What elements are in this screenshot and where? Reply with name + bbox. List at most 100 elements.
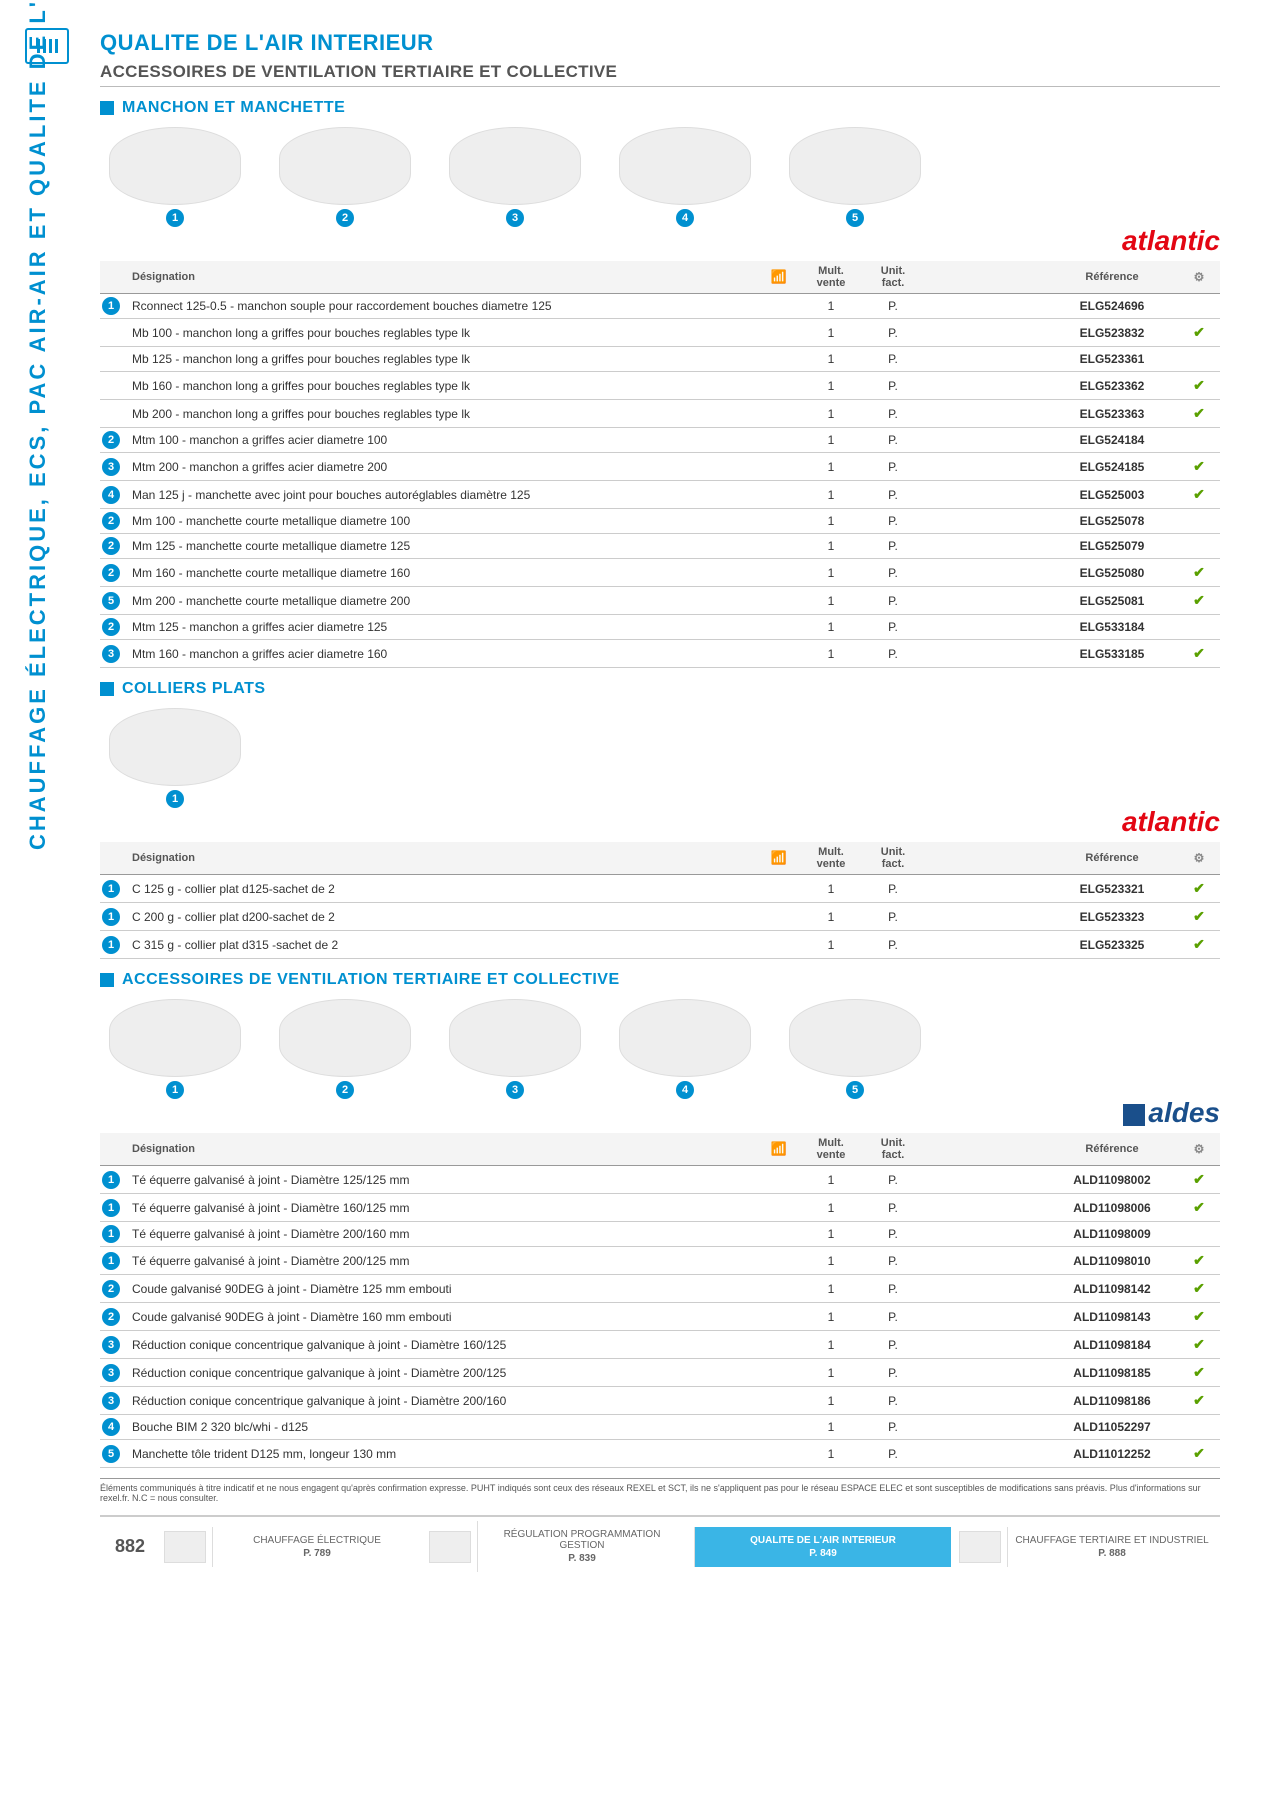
cell-mult: 1 xyxy=(800,615,862,640)
table-row: Mb 160 - manchon long a griffes pour bou… xyxy=(100,372,1220,400)
col-designation: Désignation xyxy=(126,842,758,875)
col-unit-fact: Unit. fact. xyxy=(862,1133,924,1166)
cell-reference: ELG524184 xyxy=(1046,428,1178,453)
cell-mult: 1 xyxy=(800,587,862,615)
table-row: 3Mtm 160 - manchon a griffes acier diame… xyxy=(100,640,1220,668)
cell-designation: Mm 125 - manchette courte metallique dia… xyxy=(126,534,758,559)
cell-designation: Mm 200 - manchette courte metallique dia… xyxy=(126,587,758,615)
cell-reference: ALD11098143 xyxy=(1046,1303,1178,1331)
cell-reference: ELG524696 xyxy=(1046,294,1178,319)
table-row: 1Té équerre galvanisé à joint - Diamètre… xyxy=(100,1166,1220,1194)
check-icon: ✔ xyxy=(1193,377,1205,393)
footer-nav-item[interactable]: QUALITE DE L'AIR INTERIEURP. 849 xyxy=(690,1517,955,1576)
col-reference: Référence xyxy=(1046,842,1178,875)
image-number-badge: 4 xyxy=(676,209,694,227)
cell-designation: C 315 g - collier plat d315 -sachet de 2 xyxy=(126,931,758,959)
cell-reference: ALD11098142 xyxy=(1046,1275,1178,1303)
cell-mult: 1 xyxy=(800,294,862,319)
footer-nav: 882 CHAUFFAGE ÉLECTRIQUEP. 789RÉGULATION… xyxy=(100,1515,1220,1576)
cell-reference: ALD11052297 xyxy=(1046,1415,1178,1440)
row-number-badge: 2 xyxy=(102,618,120,636)
row-number-badge: 2 xyxy=(102,564,120,582)
check-icon: ✔ xyxy=(1193,1171,1205,1187)
col-designation: Désignation xyxy=(126,261,758,294)
product-image: 3 xyxy=(440,127,590,227)
cell-mult: 1 xyxy=(800,1359,862,1387)
cell-unit: P. xyxy=(862,903,924,931)
brand-logo: aldes xyxy=(100,1097,1220,1129)
cell-mult: 1 xyxy=(800,1247,862,1275)
cell-reference: ELG523361 xyxy=(1046,347,1178,372)
check-icon: ✔ xyxy=(1193,405,1205,421)
cell-reference: ELG523362 xyxy=(1046,372,1178,400)
cell-reference: ELG523832 xyxy=(1046,319,1178,347)
cell-reference: ELG525078 xyxy=(1046,509,1178,534)
footer-nav-item[interactable]: CHAUFFAGE TERTIAIRE ET INDUSTRIELP. 888 xyxy=(955,1517,1220,1576)
image-number-badge: 3 xyxy=(506,209,524,227)
cell-unit: P. xyxy=(862,319,924,347)
check-icon: ✔ xyxy=(1193,1308,1205,1324)
check-icon: ✔ xyxy=(1193,645,1205,661)
cell-mult: 1 xyxy=(800,1275,862,1303)
cell-reference: ALD11098009 xyxy=(1046,1222,1178,1247)
cell-unit: P. xyxy=(862,1275,924,1303)
cell-unit: P. xyxy=(862,1440,924,1468)
table-row: 1Té équerre galvanisé à joint - Diamètre… xyxy=(100,1194,1220,1222)
cell-reference: ELG523323 xyxy=(1046,903,1178,931)
cell-unit: P. xyxy=(862,481,924,509)
cell-designation: Manchette tôle trident D125 mm, longeur … xyxy=(126,1440,758,1468)
product-image: 1 xyxy=(100,708,250,808)
product-image: 2 xyxy=(270,127,420,227)
footer-nav-item[interactable]: RÉGULATION PROGRAMMATION GESTIONP. 839 xyxy=(425,1517,690,1576)
check-icon: ✔ xyxy=(1193,1364,1205,1380)
cell-designation: C 200 g - collier plat d200-sachet de 2 xyxy=(126,903,758,931)
col-mult-vente: Mult. vente xyxy=(800,261,862,294)
nav-thumbnail xyxy=(959,1531,1001,1563)
product-image: 1 xyxy=(100,127,250,227)
col-unit-fact: Unit. fact. xyxy=(862,261,924,294)
cell-mult: 1 xyxy=(800,1194,862,1222)
col-reference: Référence xyxy=(1046,261,1178,294)
cell-designation: Bouche BIM 2 320 blc/whi - d125 xyxy=(126,1415,758,1440)
cell-unit: P. xyxy=(862,509,924,534)
image-number-badge: 3 xyxy=(506,1081,524,1099)
config-icon: ⚙ xyxy=(1194,1142,1205,1156)
row-number-badge: 1 xyxy=(102,1171,120,1189)
table-row: 2Mm 100 - manchette courte metallique di… xyxy=(100,509,1220,534)
image-number-badge: 5 xyxy=(846,209,864,227)
cell-unit: P. xyxy=(862,1222,924,1247)
row-number-badge: 5 xyxy=(102,1445,120,1463)
cell-reference: ELG524185 xyxy=(1046,453,1178,481)
cell-designation: Mb 100 - manchon long a griffes pour bou… xyxy=(126,319,758,347)
check-icon: ✔ xyxy=(1193,1199,1205,1215)
cell-mult: 1 xyxy=(800,372,862,400)
cell-unit: P. xyxy=(862,1247,924,1275)
image-number-badge: 2 xyxy=(336,1081,354,1099)
product-image: 4 xyxy=(610,127,760,227)
col-mult-vente: Mult. vente xyxy=(800,1133,862,1166)
row-number-badge: 1 xyxy=(102,1199,120,1217)
row-number-badge: 2 xyxy=(102,1308,120,1326)
brand-logo: atlantic xyxy=(100,806,1220,838)
cell-designation: Té équerre galvanisé à joint - Diamètre … xyxy=(126,1222,758,1247)
table-row: 2Mtm 100 - manchon a griffes acier diame… xyxy=(100,428,1220,453)
cell-unit: P. xyxy=(862,400,924,428)
row-number-badge: 3 xyxy=(102,1392,120,1410)
footer-nav-item[interactable]: CHAUFFAGE ÉLECTRIQUEP. 789 xyxy=(160,1517,425,1576)
nav-thumbnail xyxy=(429,1531,471,1563)
brand-logo: atlantic xyxy=(100,225,1220,257)
cell-reference: ALD11098185 xyxy=(1046,1359,1178,1387)
check-icon: ✔ xyxy=(1193,908,1205,924)
cell-mult: 1 xyxy=(800,1440,862,1468)
image-number-badge: 1 xyxy=(166,1081,184,1099)
cell-reference: ALD11098006 xyxy=(1046,1194,1178,1222)
check-icon: ✔ xyxy=(1193,1280,1205,1296)
nav-label: QUALITE DE L'AIR INTERIEUR xyxy=(701,1535,945,1546)
product-image: 3 xyxy=(440,999,590,1099)
cell-unit: P. xyxy=(862,372,924,400)
cell-designation: Coude galvanisé 90DEG à joint - Diamètre… xyxy=(126,1275,758,1303)
table-row: 1C 315 g - collier plat d315 -sachet de … xyxy=(100,931,1220,959)
col-reference: Référence xyxy=(1046,1133,1178,1166)
cell-reference: ELG523321 xyxy=(1046,875,1178,903)
cell-designation: Man 125 j - manchette avec joint pour bo… xyxy=(126,481,758,509)
